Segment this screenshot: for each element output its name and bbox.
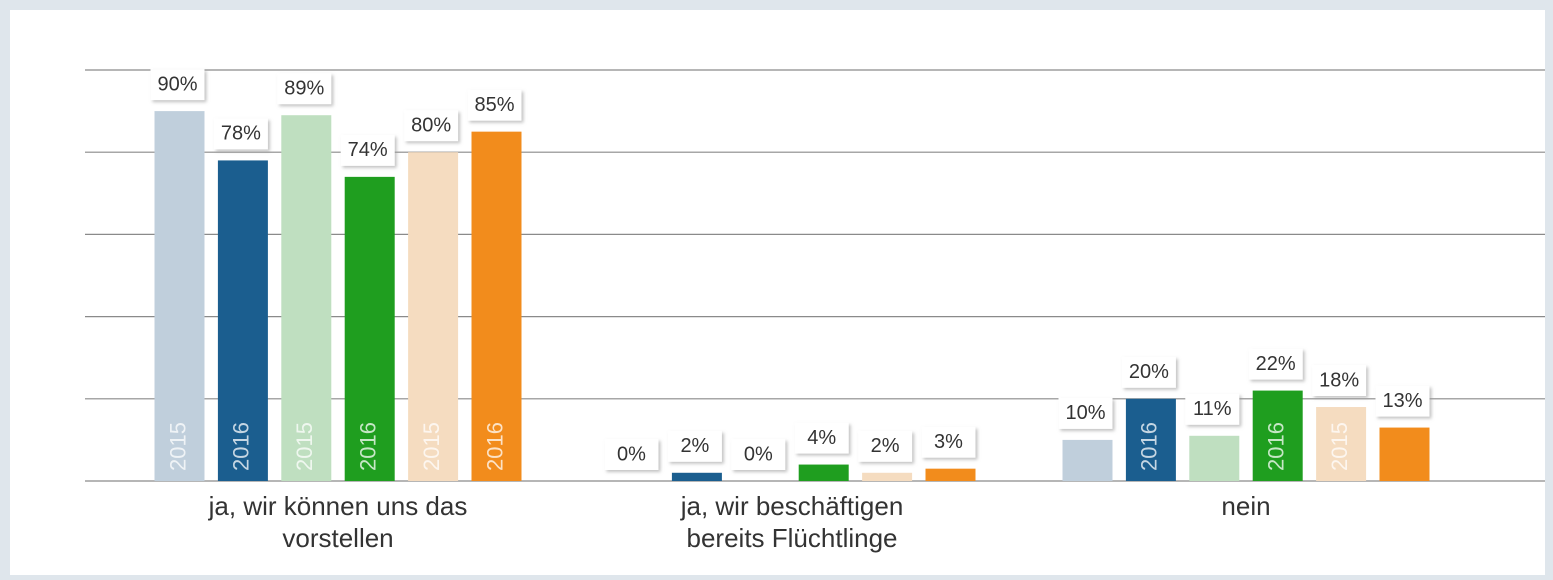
- value-label-box: [1185, 393, 1240, 425]
- bar: [862, 472, 913, 481]
- value-label-box: [667, 430, 722, 462]
- bar: [344, 176, 395, 482]
- value-label-text: 0%: [744, 443, 773, 465]
- value-label-text: 74%: [348, 139, 388, 161]
- value-label: 18%: [1312, 365, 1367, 397]
- bar: [1252, 390, 1303, 481]
- bar: [281, 115, 332, 482]
- value-label: 78%: [213, 118, 268, 150]
- bar: [1062, 439, 1113, 481]
- value-label-text: 80%: [411, 114, 451, 136]
- value-label-box: [1058, 397, 1113, 429]
- value-label-box: [858, 430, 913, 462]
- value-label: 2%: [858, 430, 913, 462]
- value-label-text: 4%: [807, 427, 836, 449]
- value-label-text: 3%: [934, 431, 963, 453]
- value-label: 0%: [731, 439, 786, 470]
- value-label: 10%: [1058, 397, 1113, 429]
- value-label-text: 2%: [871, 435, 900, 457]
- series-label: 2015: [292, 422, 317, 471]
- bar: [217, 160, 268, 482]
- value-label: 74%: [340, 134, 395, 166]
- value-label-box: [340, 134, 395, 166]
- x-tick-label: ja, wir können uns das vorstellen: [208, 491, 468, 553]
- value-label-text: 90%: [157, 73, 197, 95]
- value-label-text: 0%: [617, 443, 646, 465]
- value-label: 3%: [921, 426, 976, 458]
- value-label-box: [404, 110, 459, 142]
- series-label: 2016: [1264, 422, 1289, 471]
- value-label-text: 78%: [221, 123, 261, 145]
- series-label: 2016: [482, 422, 507, 471]
- value-label-text: 10%: [1065, 402, 1105, 424]
- series-label: 2016: [1137, 422, 1162, 471]
- series-label: 2015: [165, 422, 190, 471]
- series-label: 2015: [419, 422, 444, 471]
- value-label: 13%: [1375, 385, 1430, 417]
- value-label-box: [467, 89, 522, 121]
- value-label-text: 22%: [1256, 353, 1296, 375]
- value-label: 85%: [467, 89, 522, 121]
- value-label-box: [277, 73, 332, 105]
- value-label-text: 89%: [284, 77, 324, 99]
- series-label: 2015: [1327, 422, 1352, 471]
- value-label-text: 11%: [1193, 398, 1232, 420]
- value-label-box: [794, 422, 849, 454]
- value-label: 89%: [277, 73, 332, 105]
- bar: [408, 152, 459, 481]
- value-label: 80%: [404, 110, 459, 142]
- bar: [154, 111, 205, 481]
- bar: [671, 472, 722, 481]
- value-label: 2%: [667, 430, 722, 462]
- bar: [925, 468, 976, 481]
- x-tick-label: ja, wir beschäftigen bereits Flüchtlinge: [680, 491, 904, 553]
- value-label: 4%: [794, 422, 849, 454]
- value-label-box: [213, 118, 268, 150]
- value-label-box: [921, 426, 976, 458]
- value-label: 90%: [150, 69, 205, 101]
- value-label-text: 2%: [680, 435, 709, 457]
- value-label-box: [731, 439, 786, 470]
- value-label: 20%: [1121, 356, 1176, 388]
- bar: [1379, 427, 1430, 481]
- series-label: 2016: [229, 422, 254, 471]
- value-label-box: [1375, 385, 1430, 417]
- value-label: 11%: [1185, 393, 1240, 425]
- value-label: 0%: [604, 439, 659, 470]
- value-label-box: [1121, 356, 1176, 388]
- x-tick-label: nein: [1221, 491, 1271, 521]
- bar: [798, 464, 849, 481]
- series-label: 2016: [356, 422, 381, 471]
- bar: [471, 131, 522, 481]
- value-label-box: [604, 439, 659, 470]
- value-label-text: 20%: [1129, 361, 1169, 383]
- bar: [1125, 398, 1176, 481]
- bar: [1316, 407, 1367, 481]
- value-label-text: 13%: [1382, 390, 1422, 412]
- value-label-text: 18%: [1319, 369, 1359, 391]
- value-label-box: [1248, 348, 1303, 380]
- bar: [1189, 435, 1240, 481]
- value-label-box: [150, 69, 205, 101]
- value-label-text: 85%: [474, 94, 514, 116]
- value-label: 22%: [1248, 348, 1303, 380]
- value-label-box: [1312, 365, 1367, 397]
